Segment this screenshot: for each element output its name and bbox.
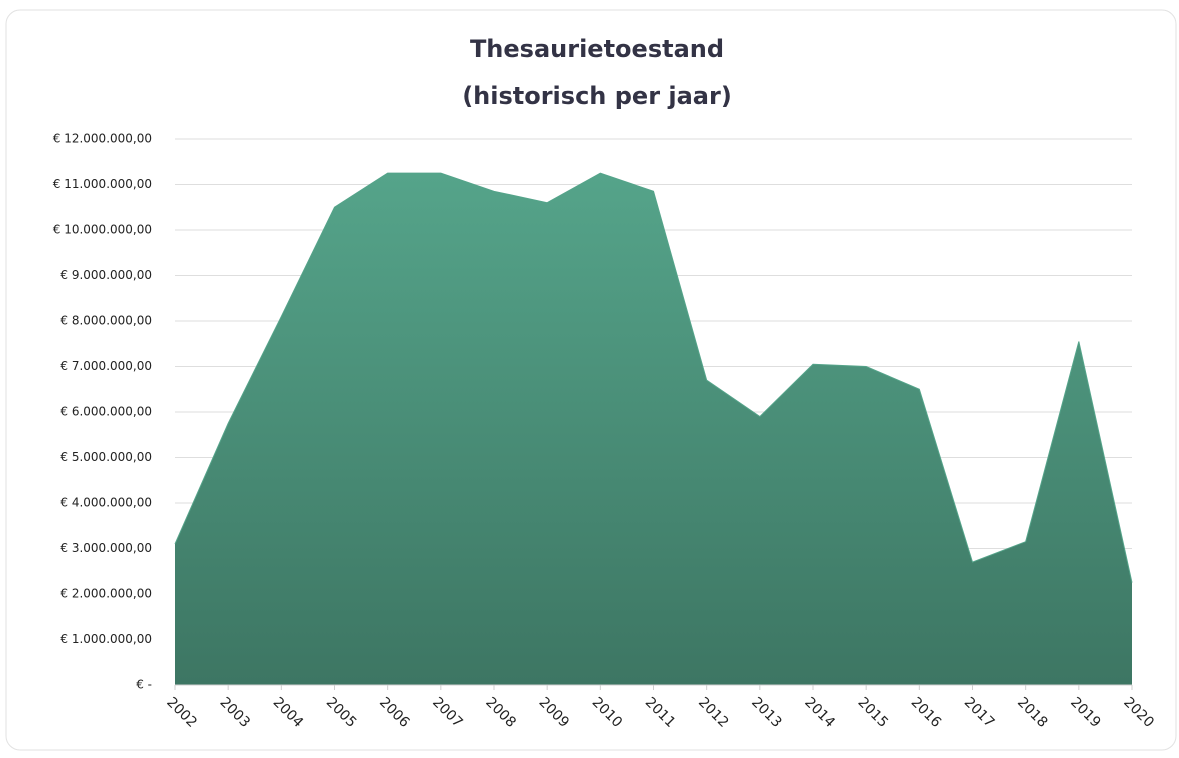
y-tick-label: € 1.000.000,00 bbox=[60, 632, 152, 646]
chart-title: Thesaurietoestand bbox=[470, 35, 724, 63]
y-tick-label: € 12.000.000,00 bbox=[53, 132, 152, 146]
area-line bbox=[174, 172, 1133, 583]
y-tick-label: € 6.000.000,00 bbox=[60, 405, 152, 419]
y-tick-label: € 8.000.000,00 bbox=[60, 314, 152, 328]
y-tick-label: € 4.000.000,00 bbox=[60, 496, 152, 510]
y-tick-label: € 9.000.000,00 bbox=[60, 268, 152, 282]
area-fill bbox=[175, 173, 1132, 685]
y-tick-label: € 10.000.000,00 bbox=[53, 223, 152, 237]
y-tick-label: € 2.000.000,00 bbox=[60, 587, 152, 601]
chart-subtitle: (historisch per jaar) bbox=[462, 82, 732, 110]
y-tick-label: € 7.000.000,00 bbox=[60, 359, 152, 373]
y-tick-label: € 5.000.000,00 bbox=[60, 450, 152, 464]
y-tick-label: € - bbox=[136, 678, 152, 692]
y-tick-label: € 3.000.000,00 bbox=[60, 541, 152, 555]
y-tick-label: € 11.000.000,00 bbox=[53, 177, 152, 191]
